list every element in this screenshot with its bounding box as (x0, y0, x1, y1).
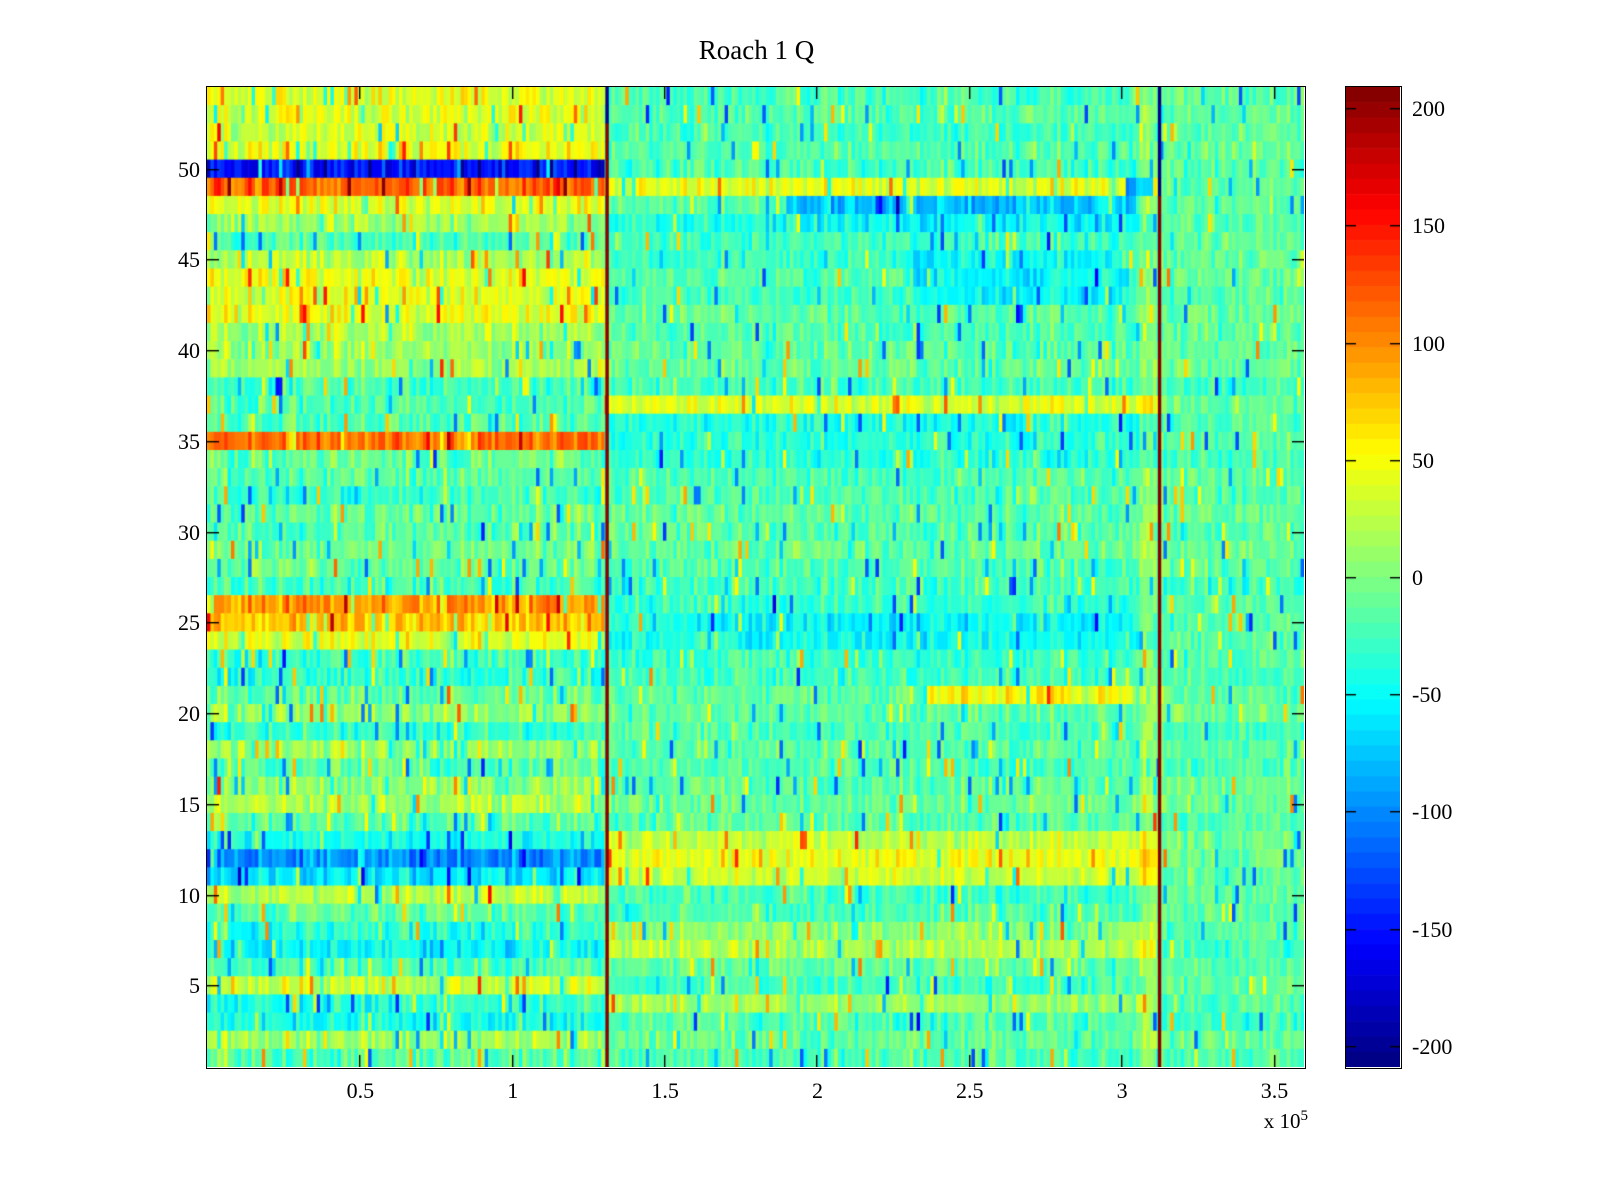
y-tick-label: 40 (178, 338, 200, 364)
colorbar (1345, 86, 1402, 1069)
colorbar-canvas (1346, 87, 1400, 1067)
y-tick-label: 30 (178, 519, 200, 545)
x-tick-label: 1 (507, 1078, 519, 1103)
chart-title: Roach 1 Q (698, 35, 815, 65)
x-tick-label: 1.5 (651, 1078, 679, 1103)
colorbar-tick-label: -150 (1412, 916, 1453, 942)
exponent-base: x 10 (1263, 1109, 1301, 1133)
plot-area (206, 86, 1306, 1069)
x-tick-label: 0.5 (346, 1078, 375, 1103)
y-tick-label: 15 (178, 791, 200, 817)
colorbar-tick-label: 50 (1412, 447, 1434, 473)
y-tick-label: 45 (178, 247, 200, 273)
x-tick-label: 2 (811, 1078, 823, 1103)
colorbar-tick-label: 150 (1412, 213, 1445, 239)
y-tick-label: 5 (189, 973, 200, 999)
exponent-power: 5 (1300, 1108, 1309, 1124)
colorbar-tick-label: 0 (1412, 565, 1423, 590)
y-tick-label: 50 (178, 156, 200, 182)
colorbar-tick-label: -200 (1412, 1033, 1453, 1059)
y-tick-label: 25 (178, 610, 200, 636)
y-tick-label: 20 (178, 701, 200, 727)
colorbar-tick-label: -50 (1412, 682, 1442, 708)
colorbar-tick-label: 100 (1412, 330, 1445, 356)
x-axis-exponent-label: x 105 (1186, 1108, 1308, 1134)
x-tick-label: 2.5 (956, 1078, 984, 1103)
x-tick-label: 3 (1116, 1078, 1128, 1103)
x-tick-label: 3.5 (1260, 1078, 1289, 1103)
y-tick-label: 10 (178, 882, 200, 908)
colorbar-tick-label: -100 (1412, 799, 1453, 825)
colorbar-tick-label: 200 (1412, 96, 1445, 122)
y-tick-label: 35 (178, 428, 200, 454)
heatmap-canvas (207, 87, 1304, 1067)
